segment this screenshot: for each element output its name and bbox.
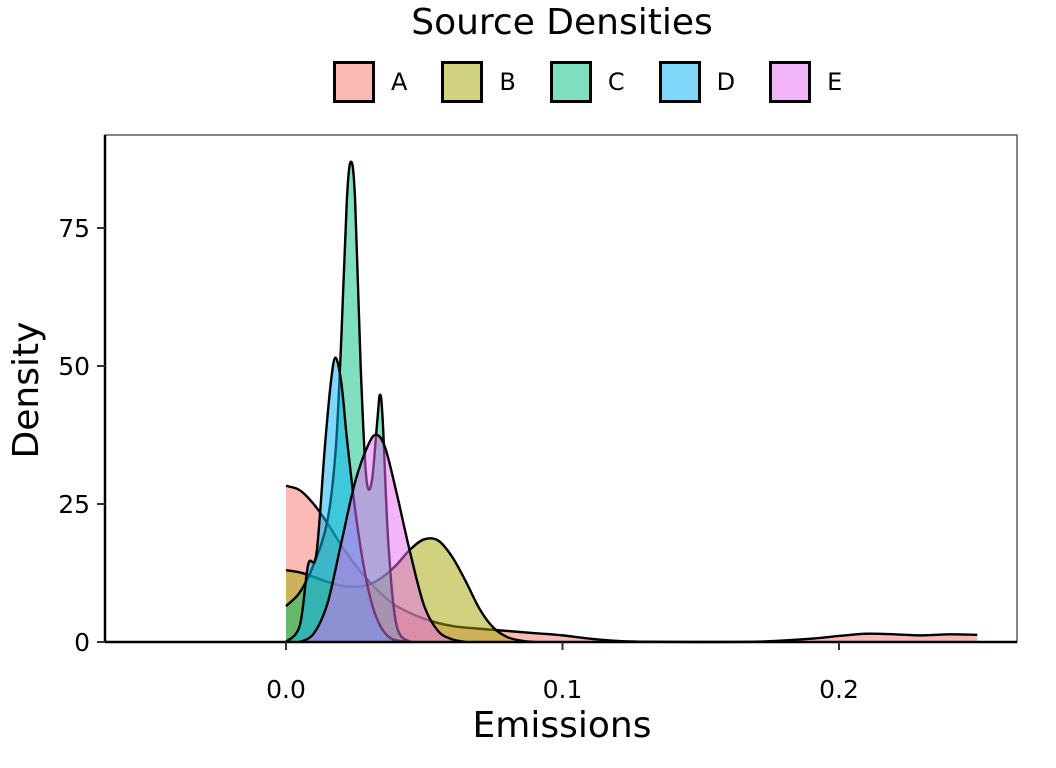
legend-label-d: D <box>716 68 736 96</box>
density-line-e <box>299 433 466 644</box>
y-tick-label: 25 <box>58 490 90 519</box>
y-tick-label: 75 <box>58 214 90 243</box>
legend-item-e: E <box>769 61 862 103</box>
legend-item-d: D <box>658 61 755 103</box>
legend-label-b: B <box>499 68 516 96</box>
legend-item-b: B <box>441 61 535 103</box>
legend-key-e <box>769 61 812 103</box>
density-fill-e <box>299 434 466 642</box>
x-axis-ticks: 0.0 0.1 0.2 <box>266 642 859 704</box>
legend-label-a: A <box>391 68 408 96</box>
legend-title: Source Densities <box>411 2 713 43</box>
y-axis-title: Density <box>6 322 47 459</box>
legend-label-e: E <box>827 68 843 96</box>
y-axis-ticks: 0 25 50 75 <box>58 214 105 657</box>
y-tick-label: 50 <box>58 352 90 381</box>
legend-key-a <box>333 61 375 103</box>
density-fill-d <box>286 357 411 642</box>
x-axis-title: Emissions <box>473 705 652 746</box>
x-tick-label: 0.2 <box>819 675 859 704</box>
legend-label-c: C <box>607 68 625 96</box>
y-tick-label: 0 <box>74 628 90 657</box>
legend-key-b <box>441 61 484 103</box>
legend: A B C D E <box>333 58 876 106</box>
legend-item-a: A <box>333 61 427 103</box>
legend-key-c <box>549 61 592 103</box>
x-tick-label: 0.1 <box>543 675 583 704</box>
x-tick-label: 0.0 <box>266 675 306 704</box>
legend-item-c: C <box>549 61 645 103</box>
legend-key-d <box>658 61 701 103</box>
density-areas <box>285 160 978 644</box>
panel-border <box>104 134 1018 643</box>
